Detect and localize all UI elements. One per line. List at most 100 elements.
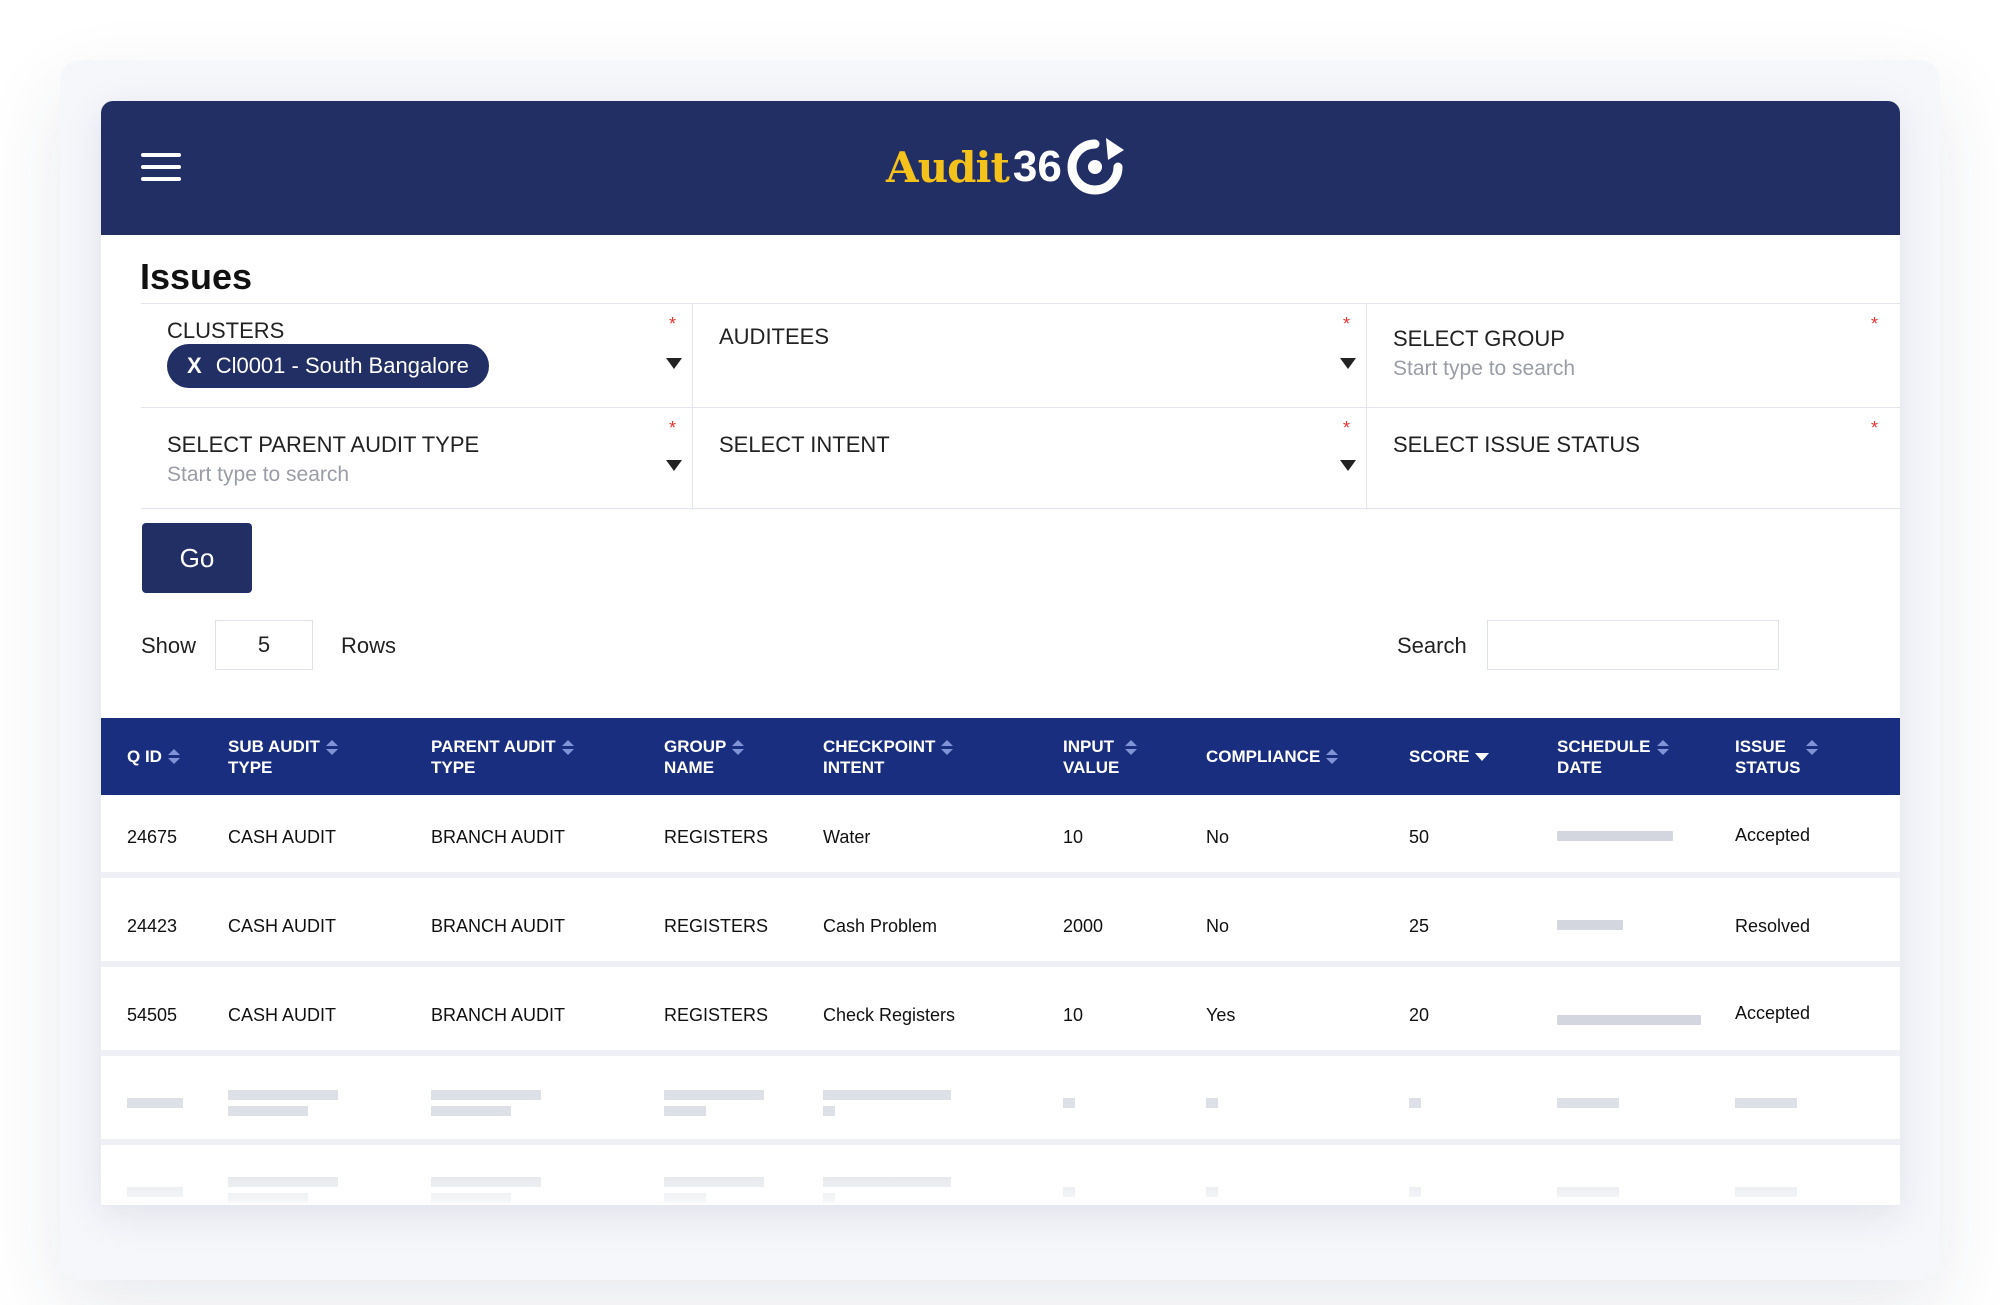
column-header-group-name[interactable]: GROUP NAME [664,736,745,778]
skeleton-bar [1735,1098,1797,1108]
table-row[interactable]: 24675 CASH AUDIT BRANCH AUDIT REGISTERS … [101,795,1900,878]
column-header-issue-status[interactable]: ISSUE STATUS [1735,736,1819,778]
column-header-label: INTENT [823,758,885,777]
column-header-input-value[interactable]: INPUT VALUE [1063,736,1138,778]
sort-icon[interactable] [561,739,574,755]
column-header-label: PARENT AUDIT [431,737,556,756]
filter-panel: CLUSTERS X Cl0001 - South Bangalore * AU… [141,303,1900,510]
sort-icon[interactable] [1806,739,1819,755]
skeleton-bar [823,1106,835,1116]
skeleton-bar [431,1106,511,1116]
group-filter[interactable]: SELECT GROUP Start type to search * [1367,304,1900,407]
schedule-date-placeholder-bar [1557,831,1673,841]
cell-sub-audit-type: CASH AUDIT [228,1005,337,1025]
skeleton-bar [823,1090,951,1100]
column-header-label: DATE [1557,758,1603,777]
column-header-label: ISSUE [1735,737,1787,756]
column-header-label: SCORE [1409,747,1470,766]
chevron-down-icon[interactable] [666,358,682,369]
cell-compliance: No [1206,916,1230,936]
skeleton-bar [664,1106,706,1116]
cell-input-value: 10 [1063,1005,1084,1025]
parent-audit-type-placeholder: Start type to search [167,463,350,486]
clusters-filter[interactable]: CLUSTERS X Cl0001 - South Bangalore * [141,304,693,407]
column-header-label: NAME [664,758,715,777]
search-input[interactable] [1487,620,1779,670]
table-row[interactable]: 24423 CASH AUDIT BRANCH AUDIT REGISTERS … [101,884,1900,967]
logo-refresh-ring-icon [1067,138,1124,195]
column-header-q-id[interactable]: Q ID [127,746,180,767]
column-header-label: Q ID [127,747,162,766]
cluster-chip: X Cl0001 - South Bangalore [167,344,489,388]
auditees-label: AUDITEES [719,324,830,349]
column-header-schedule-date[interactable]: SCHEDULE DATE [1557,736,1669,778]
cell-compliance: No [1206,827,1230,847]
sort-icon[interactable] [732,739,745,755]
cell-sub-audit-type: CASH AUDIT [228,916,337,936]
clusters-label: CLUSTERS [167,318,285,343]
column-header-label: STATUS [1735,758,1801,777]
sort-icon[interactable] [167,749,180,764]
bottom-fade [101,1161,1900,1205]
sort-icon[interactable] [1125,739,1138,755]
sort-icon[interactable] [941,739,954,755]
cell-group-name: REGISTERS [664,1005,769,1025]
issue-status-filter[interactable]: SELECT ISSUE STATUS * [1367,407,1900,510]
chevron-down-icon[interactable] [1340,460,1356,471]
column-header-compliance[interactable]: COMPLIANCE [1206,746,1339,767]
parent-audit-type-filter[interactable]: SELECT PARENT AUDIT TYPE Start type to s… [141,407,693,510]
column-header-label: INPUT [1063,737,1114,756]
cell-input-value: 2000 [1063,916,1104,936]
group-label: SELECT GROUP [1393,326,1565,351]
rows-label: Rows [341,633,397,658]
column-header-parent-audit-type[interactable]: PARENT AUDIT TYPE [431,736,574,778]
cell-parent-audit-type: BRANCH AUDIT [431,916,566,936]
chevron-down-icon[interactable] [1340,358,1356,369]
group-placeholder: Start type to search [1393,357,1576,380]
go-button[interactable]: Go [142,523,252,593]
logo-word: Audit [886,142,1010,192]
column-header-label: TYPE [431,758,476,777]
column-header-checkpoint-intent[interactable]: CHECKPOINT INTENT [823,736,954,778]
column-header-label: CHECKPOINT [823,737,936,756]
cell-group-name: REGISTERS [664,916,769,936]
intent-filter[interactable]: SELECT INTENT * [693,407,1367,510]
skeleton-row [101,1062,1900,1145]
table-row[interactable]: 54505 CASH AUDIT BRANCH AUDIT REGISTERS … [101,973,1900,1056]
sort-icon[interactable] [1326,749,1339,764]
logo-number: 36 [1012,142,1062,191]
required-marker: * [1871,314,1879,334]
skeleton-bar [228,1090,338,1100]
skeleton-bar [431,1090,541,1100]
cell-q-id: 24675 [127,827,178,847]
auditees-filter[interactable]: AUDITEES * [693,304,1367,407]
column-header-score[interactable]: SCORE [1409,746,1490,767]
sort-icon[interactable] [325,739,338,755]
schedule-date-placeholder-bar [1557,1015,1701,1025]
cell-group-name: REGISTERS [664,827,769,847]
chevron-down-icon[interactable] [666,460,682,471]
cell-parent-audit-type: BRANCH AUDIT [431,827,566,847]
parent-audit-type-label: SELECT PARENT AUDIT TYPE [167,432,480,457]
column-header-sub-audit-type[interactable]: SUB AUDIT TYPE [228,736,338,778]
sort-icon[interactable] [1656,739,1669,755]
cell-checkpoint-intent: Water [823,827,871,847]
cell-score: 25 [1409,916,1430,936]
intent-label: SELECT INTENT [719,432,890,457]
required-marker: * [1343,418,1351,438]
skeleton-bar [1063,1098,1075,1108]
cell-score: 20 [1409,1005,1430,1025]
required-marker: * [1343,314,1351,334]
hamburger-menu-icon[interactable] [141,151,181,183]
cell-compliance: Yes [1206,1005,1236,1025]
app-window: Audit 36 Issues CLUSTERS X Cl0001 - Sout… [101,101,1900,1205]
sort-descending-icon[interactable] [1475,752,1490,761]
cell-checkpoint-intent: Cash Problem [823,916,938,936]
show-label: Show [141,633,197,658]
chip-remove-icon[interactable]: X [187,353,202,378]
cell-issue-status: Resolved [1735,916,1811,936]
required-marker: * [669,314,677,334]
rows-per-page-input[interactable] [215,620,313,670]
required-marker: * [1871,418,1879,438]
column-header-label: GROUP [664,737,727,756]
